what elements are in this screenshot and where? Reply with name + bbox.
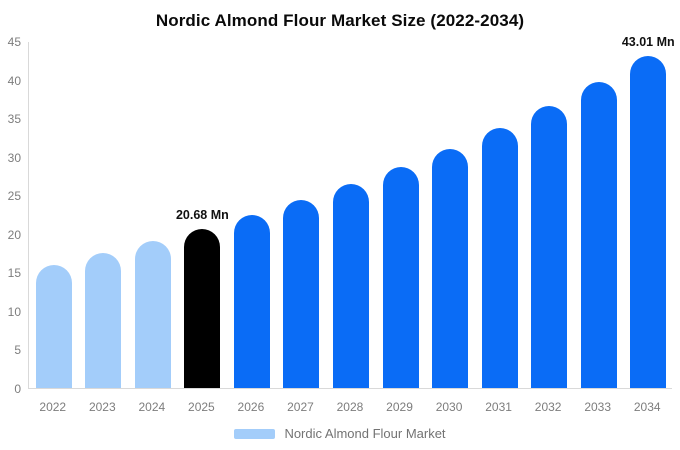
bar-2023 bbox=[85, 253, 122, 388]
bar-2029 bbox=[382, 167, 419, 388]
bar-2028 bbox=[333, 184, 369, 388]
x-label-2028: 2028 bbox=[336, 400, 364, 414]
x-label-2027: 2027 bbox=[287, 400, 314, 414]
y-tick-label: 35 bbox=[7, 112, 21, 127]
bar-2033 bbox=[580, 82, 617, 388]
y-tick-label: 15 bbox=[7, 266, 21, 281]
x-label-2025: 2025 bbox=[188, 400, 215, 414]
x-label-2022: 2022 bbox=[39, 400, 67, 414]
y-tick-label: 25 bbox=[7, 189, 21, 204]
bar-2034 bbox=[630, 56, 667, 388]
chart-title: Nordic Almond Flour Market Size (2022-20… bbox=[155, 11, 525, 30]
bar-2032 bbox=[531, 106, 568, 388]
y-tick-label: 20 bbox=[7, 227, 21, 242]
y-tick-label: 5 bbox=[14, 343, 21, 358]
bar-2030 bbox=[432, 148, 469, 388]
x-label-2033: 2033 bbox=[584, 400, 612, 414]
x-label-2029: 2029 bbox=[386, 400, 413, 414]
legend-item[interactable]: Nordic Almond Flour Market bbox=[0, 426, 680, 441]
x-label-2032: 2032 bbox=[534, 400, 562, 414]
y-tick-label: 30 bbox=[7, 150, 21, 165]
x-label-2023: 2023 bbox=[88, 400, 116, 414]
plot-area: 20.68 Mn 43.01 Mn bbox=[28, 35, 675, 389]
bar-2026 bbox=[233, 215, 270, 388]
bar-2025 bbox=[184, 228, 221, 388]
y-tick-label: 10 bbox=[7, 304, 21, 319]
value-label-2025: 20.68 Mn bbox=[175, 207, 229, 222]
value-label-2034: 43.01 Mn bbox=[621, 35, 675, 50]
bar-2022 bbox=[35, 265, 72, 388]
bar-2027 bbox=[283, 200, 320, 388]
y-tick-label: 40 bbox=[7, 73, 21, 88]
bar-2024 bbox=[134, 241, 171, 388]
legend-swatch bbox=[234, 428, 276, 439]
x-label-2026: 2026 bbox=[237, 400, 265, 414]
x-label-2030: 2030 bbox=[435, 400, 463, 414]
bar-2031 bbox=[481, 128, 518, 388]
x-label-2031: 2031 bbox=[485, 400, 512, 414]
y-tick-label: 45 bbox=[7, 35, 21, 49]
y-tick-label: 0 bbox=[14, 382, 21, 396]
x-label-2034: 2034 bbox=[633, 400, 661, 414]
x-label-2024: 2024 bbox=[138, 400, 166, 414]
legend-label: Nordic Almond Flour Market bbox=[284, 426, 446, 441]
